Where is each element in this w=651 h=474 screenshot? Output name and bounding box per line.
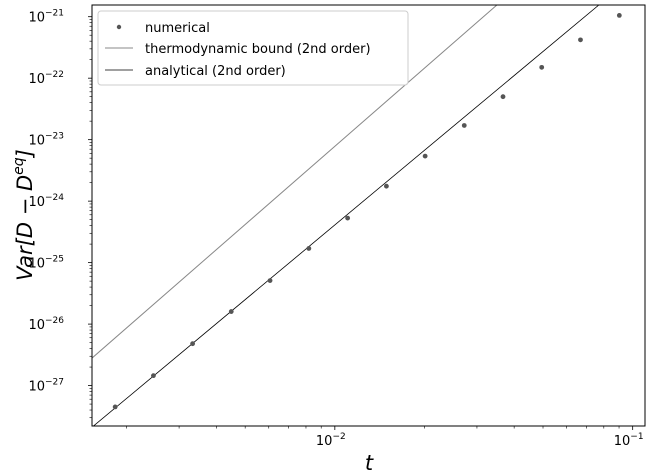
data-point <box>500 94 506 100</box>
data-point <box>422 153 428 159</box>
data-point <box>539 64 545 70</box>
data-point <box>228 309 234 314</box>
x-axis-label: t <box>365 451 374 474</box>
series-lines <box>92 5 600 426</box>
plot-frame <box>91 4 646 427</box>
data-point <box>190 341 196 347</box>
data-point <box>267 278 273 283</box>
series-line-2 <box>92 5 600 426</box>
series-line-1 <box>92 5 498 359</box>
data-point <box>461 123 467 128</box>
legend: numerical thermodynamic bound (2nd order… <box>97 10 409 86</box>
data-point <box>306 246 312 251</box>
data-point <box>384 183 389 189</box>
data-point <box>345 215 351 221</box>
legend-box <box>97 10 409 86</box>
data-point <box>112 404 118 410</box>
data-point <box>616 13 622 18</box>
legend-marker-numerical <box>116 24 122 30</box>
legend-label-thermodynamic-bound: thermodynamic bound (2nd order) <box>145 42 371 57</box>
data-point <box>151 373 156 379</box>
legend-label-numerical: numerical <box>145 21 210 36</box>
data-point <box>578 37 583 43</box>
legend-label-analytical: analytical (2nd order) <box>145 64 286 79</box>
series-points <box>112 13 622 410</box>
